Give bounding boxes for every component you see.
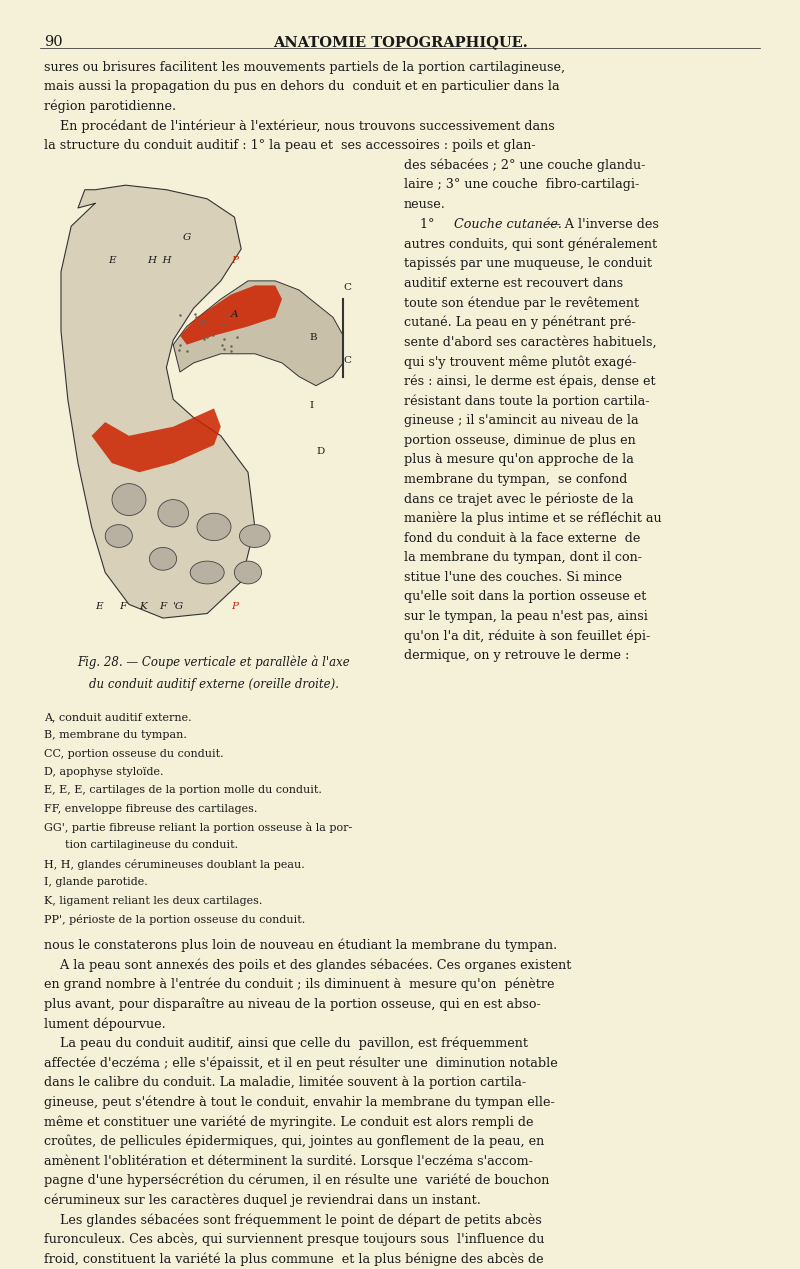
Text: laire ; 3° une couche  fibro-cartilagi-: laire ; 3° une couche fibro-cartilagi-: [404, 179, 639, 192]
Text: K: K: [139, 602, 147, 610]
Text: A: A: [231, 311, 238, 320]
Text: en grand nombre à l'entrée du conduit ; ils diminuent à  mesure qu'on  pénètre: en grand nombre à l'entrée du conduit ; …: [44, 978, 554, 991]
Text: B, membrane du tympan.: B, membrane du tympan.: [44, 731, 187, 740]
Text: sur le tympan, la peau n'est pas, ainsi: sur le tympan, la peau n'est pas, ainsi: [404, 610, 648, 623]
Text: ANATOMIE TOPOGRAPHIQUE.: ANATOMIE TOPOGRAPHIQUE.: [273, 36, 527, 49]
Text: dans ce trajet avec le périoste de la: dans ce trajet avec le périoste de la: [404, 492, 634, 506]
Text: neuse.: neuse.: [404, 198, 446, 211]
Text: H, H, glandes cérumineuses doublant la peau.: H, H, glandes cérumineuses doublant la p…: [44, 859, 305, 869]
Ellipse shape: [234, 561, 262, 584]
Text: des sébacées ; 2° une couche glandu-: des sébacées ; 2° une couche glandu-: [404, 159, 646, 173]
Text: F: F: [160, 602, 167, 610]
Text: autres conduits, qui sont généralement: autres conduits, qui sont généralement: [404, 237, 657, 251]
Text: la structure du conduit auditif : 1° la peau et  ses accessoires : poils et glan: la structure du conduit auditif : 1° la …: [44, 140, 536, 152]
Text: stitue l'une des couches. Si mince: stitue l'une des couches. Si mince: [404, 571, 622, 584]
Text: croûtes, de pellicules épidermiques, qui, jointes au gonflement de la peau, en: croûtes, de pellicules épidermiques, qui…: [44, 1134, 544, 1148]
Text: P: P: [231, 602, 238, 610]
Text: sures ou brisures facilitent les mouvements partiels de la portion cartilagineus: sures ou brisures facilitent les mouveme…: [44, 61, 565, 74]
Text: amènent l'oblitération et déterminent la surdité. Lorsque l'eczéma s'accom-: amènent l'oblitération et déterminent la…: [44, 1155, 533, 1167]
Text: H  H: H H: [147, 255, 172, 265]
Text: P: P: [231, 255, 238, 265]
Text: I: I: [309, 401, 314, 410]
Text: GG', partie fibreuse reliant la portion osseuse à la por-: GG', partie fibreuse reliant la portion …: [44, 822, 352, 834]
Text: qu'elle soit dans la portion osseuse et: qu'elle soit dans la portion osseuse et: [404, 590, 646, 604]
Text: gineuse, peut s'étendre à tout le conduit, envahir la membrane du tympan elle-: gineuse, peut s'étendre à tout le condui…: [44, 1095, 554, 1109]
Text: K, ligament reliant les deux cartilages.: K, ligament reliant les deux cartilages.: [44, 896, 262, 906]
FancyBboxPatch shape: [44, 171, 384, 627]
Text: sente d'abord ses caractères habituels,: sente d'abord ses caractères habituels,: [404, 335, 657, 349]
Text: Couche cutanée.: Couche cutanée.: [454, 218, 562, 231]
Text: fond du conduit à la face externe  de: fond du conduit à la face externe de: [404, 532, 640, 544]
Text: En procédant de l'intérieur à l'extérieur, nous trouvons successivement dans: En procédant de l'intérieur à l'extérieu…: [44, 119, 554, 133]
Text: plus avant, pour disparaître au niveau de la portion osseuse, qui en est abso-: plus avant, pour disparaître au niveau d…: [44, 997, 541, 1011]
Text: dans le calibre du conduit. La maladie, limitée souvent à la portion cartila-: dans le calibre du conduit. La maladie, …: [44, 1076, 526, 1089]
Text: du conduit auditif externe (oreille droite).: du conduit auditif externe (oreille droi…: [89, 678, 339, 690]
Text: cérumineux sur les caractères duquel je reviendrai dans un instant.: cérumineux sur les caractères duquel je …: [44, 1194, 481, 1207]
Polygon shape: [173, 280, 343, 386]
Text: I, glande parotide.: I, glande parotide.: [44, 877, 148, 887]
Ellipse shape: [150, 547, 177, 570]
Text: D, apophyse styloïde.: D, apophyse styloïde.: [44, 766, 163, 777]
Text: 1°: 1°: [404, 218, 438, 231]
Text: gineuse ; il s'amincit au niveau de la: gineuse ; il s'amincit au niveau de la: [404, 414, 638, 426]
Ellipse shape: [105, 524, 133, 547]
Text: FF, enveloppe fibreuse des cartilages.: FF, enveloppe fibreuse des cartilages.: [44, 803, 258, 813]
Polygon shape: [180, 286, 282, 345]
Ellipse shape: [239, 524, 270, 547]
Text: nous le constaterons plus loin de nouveau en étudiant la membrane du tympan.: nous le constaterons plus loin de nouvea…: [44, 939, 558, 952]
Text: lument dépourvue.: lument dépourvue.: [44, 1016, 166, 1030]
Text: C: C: [343, 283, 351, 292]
Text: B: B: [309, 332, 317, 343]
Text: manière la plus intime et se réfléchit au: manière la plus intime et se réfléchit a…: [404, 511, 662, 525]
Text: Fig. 28. — Coupe verticale et parallèle à l'axe: Fig. 28. — Coupe verticale et parallèle …: [78, 655, 350, 669]
Text: résistant dans toute la portion cartila-: résistant dans toute la portion cartila-: [404, 395, 650, 407]
Text: A la peau sont annexés des poils et des glandes sébacées. Ces organes existent: A la peau sont annexés des poils et des …: [44, 958, 571, 972]
Ellipse shape: [112, 483, 146, 515]
Text: pagne d'une hypersécrétion du cérumen, il en résulte une  variété de bouchon: pagne d'une hypersécrétion du cérumen, i…: [44, 1174, 550, 1188]
Text: D: D: [316, 447, 324, 456]
Text: région parotidienne.: région parotidienne.: [44, 100, 176, 113]
Polygon shape: [61, 185, 254, 618]
Text: rés : ainsi, le derme est épais, dense et: rés : ainsi, le derme est épais, dense e…: [404, 374, 656, 388]
Text: qu'on l'a dit, réduite à son feuillet épi-: qu'on l'a dit, réduite à son feuillet ép…: [404, 629, 650, 643]
Text: toute son étendue par le revêtement: toute son étendue par le revêtement: [404, 296, 639, 310]
Text: tapissés par une muqueuse, le conduit: tapissés par une muqueuse, le conduit: [404, 256, 652, 270]
Text: C: C: [343, 355, 351, 365]
Text: E, E, E, cartilages de la portion molle du conduit.: E, E, E, cartilages de la portion molle …: [44, 786, 322, 796]
Ellipse shape: [190, 561, 224, 584]
Text: Les glandes sébacées sont fréquemment le point de départ de petits abcès: Les glandes sébacées sont fréquemment le…: [44, 1213, 542, 1227]
Text: E: E: [108, 255, 116, 265]
Text: plus à mesure qu'on approche de la: plus à mesure qu'on approche de la: [404, 453, 634, 466]
Text: G: G: [182, 232, 191, 242]
Polygon shape: [92, 409, 221, 472]
Text: PP', périoste de la portion osseuse du conduit.: PP', périoste de la portion osseuse du c…: [44, 914, 306, 925]
Text: dermique, on y retrouve le derme :: dermique, on y retrouve le derme :: [404, 650, 630, 662]
Text: froid, constituent la variété la plus commune  et la plus bénigne des abcès de: froid, constituent la variété la plus co…: [44, 1253, 544, 1266]
Text: la membrane du tympan, dont il con-: la membrane du tympan, dont il con-: [404, 551, 642, 565]
Text: La peau du conduit auditif, ainsi que celle du  pavillon, est fréquemment: La peau du conduit auditif, ainsi que ce…: [44, 1037, 528, 1051]
Text: même et constituer une variété de myringite. Le conduit est alors rempli de: même et constituer une variété de myring…: [44, 1115, 534, 1128]
Text: CC, portion osseuse du conduit.: CC, portion osseuse du conduit.: [44, 749, 224, 759]
Text: — A l'inverse des: — A l'inverse des: [544, 218, 659, 231]
Text: 90: 90: [44, 36, 62, 49]
Text: membrane du tympan,  se confond: membrane du tympan, se confond: [404, 473, 627, 486]
Text: mais aussi la propagation du pus en dehors du  conduit et en particulier dans la: mais aussi la propagation du pus en deho…: [44, 80, 560, 94]
Text: affectée d'eczéma ; elle s'épaissit, et il en peut résulter une  diminution nota: affectée d'eczéma ; elle s'épaissit, et …: [44, 1056, 558, 1070]
Ellipse shape: [197, 513, 231, 541]
Text: auditif externe est recouvert dans: auditif externe est recouvert dans: [404, 277, 623, 289]
Text: 'G: 'G: [173, 602, 184, 610]
Text: F: F: [118, 602, 126, 610]
Text: A, conduit auditif externe.: A, conduit auditif externe.: [44, 712, 192, 722]
Text: E: E: [95, 602, 102, 610]
Text: qui s'y trouvent même plutôt exagé-: qui s'y trouvent même plutôt exagé-: [404, 355, 636, 368]
Text: portion osseuse, diminue de plus en: portion osseuse, diminue de plus en: [404, 434, 636, 447]
Text: cutané. La peau en y pénétrant pré-: cutané. La peau en y pénétrant pré-: [404, 316, 636, 330]
Text: tion cartilagineuse du conduit.: tion cartilagineuse du conduit.: [44, 840, 238, 850]
Text: furonculeux. Ces abcès, qui surviennent presque toujours sous  l'influence du: furonculeux. Ces abcès, qui surviennent …: [44, 1233, 544, 1246]
Ellipse shape: [158, 500, 189, 527]
